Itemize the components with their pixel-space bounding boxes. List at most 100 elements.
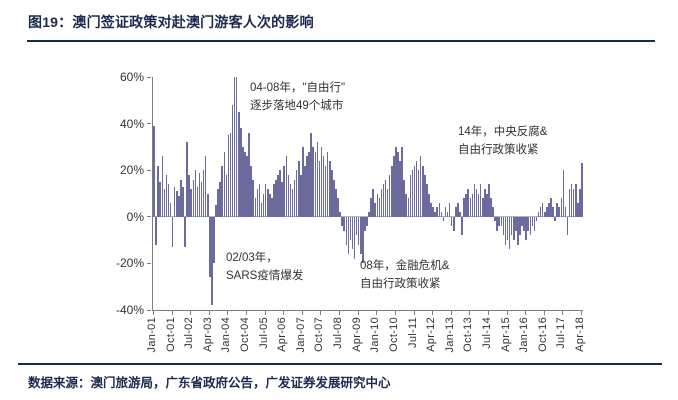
bar — [229, 132, 232, 217]
bar — [457, 202, 459, 217]
bar — [337, 198, 339, 217]
bar — [157, 165, 159, 217]
x-axis-label: Jan-04 — [220, 317, 233, 353]
y-axis-tick — [147, 262, 151, 264]
bar — [384, 179, 387, 217]
bar — [475, 188, 478, 217]
bar — [186, 142, 188, 217]
x-axis-label: Oct-16 — [536, 317, 549, 352]
x-axis-tick — [246, 311, 248, 315]
x-axis-label: Oct-04 — [239, 317, 252, 352]
bar — [322, 156, 325, 217]
bar — [316, 142, 319, 217]
bar — [401, 146, 403, 217]
bar — [409, 174, 412, 217]
bar — [577, 202, 579, 217]
bar — [581, 163, 583, 217]
y-axis-label: 60% — [119, 70, 144, 84]
bar — [496, 216, 498, 231]
bar — [479, 184, 482, 217]
bar — [281, 181, 283, 217]
bar — [546, 207, 548, 217]
bar — [306, 156, 308, 217]
bar — [233, 77, 236, 217]
bar — [500, 216, 503, 227]
bar — [366, 216, 368, 227]
zero-baseline — [153, 216, 583, 218]
bar — [180, 179, 182, 217]
x-axis-label: Oct-01 — [164, 317, 177, 352]
bar — [548, 202, 550, 217]
bar — [436, 207, 439, 217]
bar — [339, 212, 341, 217]
bar — [453, 216, 455, 231]
bar — [260, 202, 263, 217]
x-axis-label: Apr-15 — [499, 317, 512, 352]
chart-annotation-line: 14年，中央反腐& — [458, 126, 548, 138]
bar — [413, 165, 416, 217]
bar — [248, 132, 250, 217]
bar — [459, 212, 461, 217]
x-axis-tick — [394, 311, 396, 315]
chart-annotation-line: 02/03年， — [226, 252, 278, 264]
bar — [252, 179, 255, 217]
bar — [574, 184, 577, 217]
x-axis-label: Jul-17 — [555, 317, 568, 349]
bar — [269, 193, 271, 217]
bar — [320, 146, 323, 217]
bar — [178, 195, 180, 217]
x-axis-tick — [208, 311, 210, 315]
x-axis-tick — [469, 311, 471, 315]
bar — [419, 156, 422, 217]
bar — [357, 216, 360, 245]
bar — [308, 151, 310, 217]
title-divider — [27, 40, 655, 42]
x-axis-label: Apr-09 — [350, 317, 363, 352]
bar — [537, 212, 540, 217]
y-axis-label: -20% — [115, 256, 144, 271]
bar — [190, 188, 193, 217]
bar — [510, 216, 513, 236]
bar — [515, 216, 517, 231]
bar — [527, 216, 529, 231]
bar — [494, 216, 496, 222]
bar — [508, 216, 511, 250]
bar — [438, 202, 441, 217]
bar — [562, 170, 565, 217]
chart-annotation-line: 自由行政策收紧 — [458, 144, 539, 156]
x-axis-label: Oct-13 — [462, 317, 475, 352]
bar — [488, 184, 490, 217]
bar — [341, 216, 343, 227]
bar — [539, 207, 542, 217]
bar — [238, 111, 240, 217]
bar — [266, 188, 269, 217]
bar — [560, 198, 563, 217]
bar — [167, 184, 170, 217]
bar — [312, 146, 314, 217]
bar — [277, 174, 279, 217]
bar — [568, 188, 571, 217]
bar — [219, 181, 221, 217]
bar — [407, 198, 410, 217]
bar — [318, 160, 321, 217]
x-axis-tick — [525, 311, 527, 315]
chart-annotation: 08年，金融危机& 自由行政策收紧 — [360, 257, 449, 293]
bar — [207, 193, 209, 217]
bar — [554, 216, 556, 222]
y-axis-tick — [147, 309, 151, 311]
bar — [262, 193, 265, 217]
bar — [543, 212, 546, 217]
x-axis-tick — [450, 311, 452, 315]
bar — [512, 216, 515, 241]
bar — [223, 151, 226, 217]
y-axis-tick — [147, 169, 151, 171]
bar — [169, 202, 172, 217]
bar — [380, 188, 383, 217]
bar — [564, 207, 567, 217]
bar — [285, 156, 288, 217]
bar — [184, 216, 186, 248]
chart-annotation-line: 自由行政策收紧 — [360, 278, 441, 290]
bar — [422, 165, 424, 217]
bar — [295, 170, 298, 217]
bar — [153, 125, 155, 217]
